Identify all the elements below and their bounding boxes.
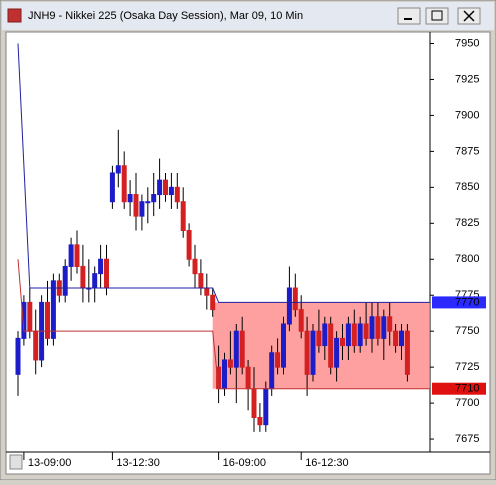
- candle-body: [233, 330, 239, 368]
- candle-body: [298, 309, 304, 332]
- candle-body: [74, 244, 80, 267]
- candle-body: [251, 388, 257, 418]
- y-tick-label: 7900: [455, 109, 479, 121]
- candle-body: [192, 258, 198, 275]
- candle-body: [257, 416, 263, 426]
- candle-body: [92, 273, 98, 289]
- window-buttons[interactable]: [397, 7, 481, 25]
- minimize-button[interactable]: [397, 7, 421, 25]
- candle-body: [351, 323, 357, 347]
- y-tick-label: 7725: [455, 361, 479, 373]
- x-tick-label: 16-09:00: [223, 457, 266, 469]
- x-tick-label: 13-09:00: [28, 457, 71, 469]
- window-title: JNH9 - Nikkei 225 (Osaka Day Session), M…: [28, 10, 303, 22]
- candle-body: [204, 287, 210, 296]
- candle-body: [45, 301, 50, 339]
- candle-body: [174, 186, 180, 203]
- candle-body: [145, 201, 151, 204]
- candle-body: [375, 316, 381, 339]
- scroll-button[interactable]: [9, 454, 23, 470]
- candle-body: [163, 179, 168, 196]
- candle-body: [98, 258, 104, 275]
- candle-body: [33, 330, 39, 361]
- candle-body: [263, 388, 269, 426]
- candle-body: [186, 229, 192, 260]
- price-tag-label: 7710: [455, 383, 479, 395]
- x-tick-label: 16-12:30: [305, 457, 348, 469]
- y-tick-label: 7950: [455, 37, 479, 49]
- candle-body: [286, 287, 292, 325]
- candle-body: [168, 186, 174, 196]
- candle-body: [109, 172, 115, 203]
- candle-body: [304, 330, 310, 375]
- candle-body: [62, 265, 68, 296]
- candle-body: [68, 244, 74, 267]
- y-tick-label: 7875: [455, 145, 479, 157]
- y-tick-label: 7925: [455, 73, 479, 85]
- candle-body: [133, 194, 139, 217]
- candle-body: [369, 316, 375, 339]
- candle-body: [127, 194, 133, 203]
- candle-body: [104, 258, 109, 289]
- price-tag: [432, 296, 486, 309]
- candle-body: [316, 330, 322, 347]
- candle-body: [21, 301, 27, 339]
- maximize-glyph: [431, 10, 443, 21]
- candle-body: [222, 359, 227, 390]
- level-line: [17, 43, 430, 303]
- candle-body: [180, 201, 186, 231]
- candle-body: [322, 323, 328, 347]
- candle-body: [15, 337, 21, 375]
- candle-body: [275, 352, 281, 368]
- candle-body: [157, 179, 163, 196]
- candle-body: [239, 330, 245, 368]
- candle-body: [27, 301, 33, 332]
- candle-body: [121, 165, 127, 203]
- maximize-button[interactable]: [425, 7, 449, 25]
- y-tick-label: 7675: [455, 433, 479, 445]
- candle-body: [227, 359, 233, 368]
- candle-body: [328, 323, 334, 368]
- candle-body: [50, 280, 56, 339]
- app-icon: [7, 8, 22, 23]
- price-tag-label: 7770: [455, 296, 479, 308]
- candle-body: [357, 323, 363, 347]
- candle-body: [151, 194, 157, 203]
- candle-body: [345, 323, 351, 347]
- close-glyph: [463, 10, 475, 22]
- candle-body: [245, 366, 251, 390]
- price-tag: [432, 382, 486, 395]
- candle-body: [393, 330, 399, 347]
- candle-body: [363, 323, 369, 339]
- candle-body: [198, 273, 204, 289]
- y-tick-label: 7750: [455, 325, 479, 337]
- candle-body: [269, 352, 275, 390]
- candle-body: [115, 165, 121, 174]
- candle-body: [80, 265, 86, 289]
- candle-body: [340, 337, 345, 347]
- candle-body: [210, 294, 216, 311]
- x-tick-label: 13-12:30: [116, 457, 159, 469]
- y-tick-label: 7800: [455, 253, 479, 265]
- candle-body: [399, 330, 404, 347]
- candle-body: [387, 316, 393, 332]
- y-tick-label: 7850: [455, 181, 479, 193]
- candle-body: [281, 323, 286, 368]
- candle-body: [310, 330, 316, 375]
- candle-body: [334, 337, 340, 368]
- y-tick-label: 7700: [455, 397, 479, 409]
- level-line: [17, 259, 430, 390]
- candle-body: [139, 201, 145, 217]
- candle-body: [292, 287, 298, 311]
- candle-body: [404, 330, 410, 375]
- candle-body: [381, 316, 387, 339]
- y-tick-label: 7825: [455, 217, 479, 229]
